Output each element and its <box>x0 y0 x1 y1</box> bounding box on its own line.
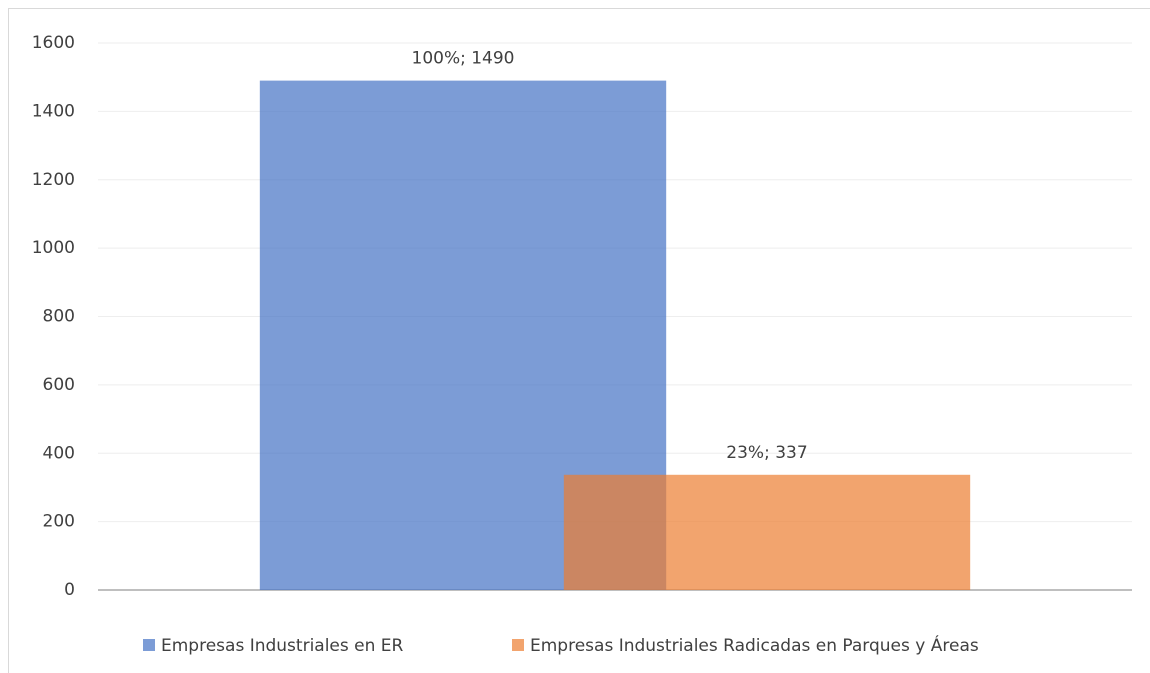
bar <box>563 474 971 590</box>
y-tick-label: 600 <box>43 375 75 395</box>
y-tick-label: 800 <box>43 307 75 327</box>
legend-swatch <box>143 639 155 651</box>
y-tick-label: 1600 <box>32 33 75 53</box>
y-tick-label: 0 <box>64 580 75 600</box>
chart-frame <box>8 8 1150 673</box>
legend-label: Empresas Industriales en ER <box>161 636 404 656</box>
y-tick-label: 1200 <box>32 170 75 190</box>
y-tick-label: 1400 <box>32 101 75 121</box>
legend-label: Empresas Industriales Radicadas en Parqu… <box>530 634 979 656</box>
y-tick-label: 200 <box>43 512 75 532</box>
data-label: 23%; 337 <box>726 443 807 463</box>
data-label: 100%; 1490 <box>412 49 515 69</box>
legend-swatch <box>512 639 524 651</box>
y-tick-label: 400 <box>43 443 75 463</box>
y-tick-label: 1000 <box>32 238 75 258</box>
